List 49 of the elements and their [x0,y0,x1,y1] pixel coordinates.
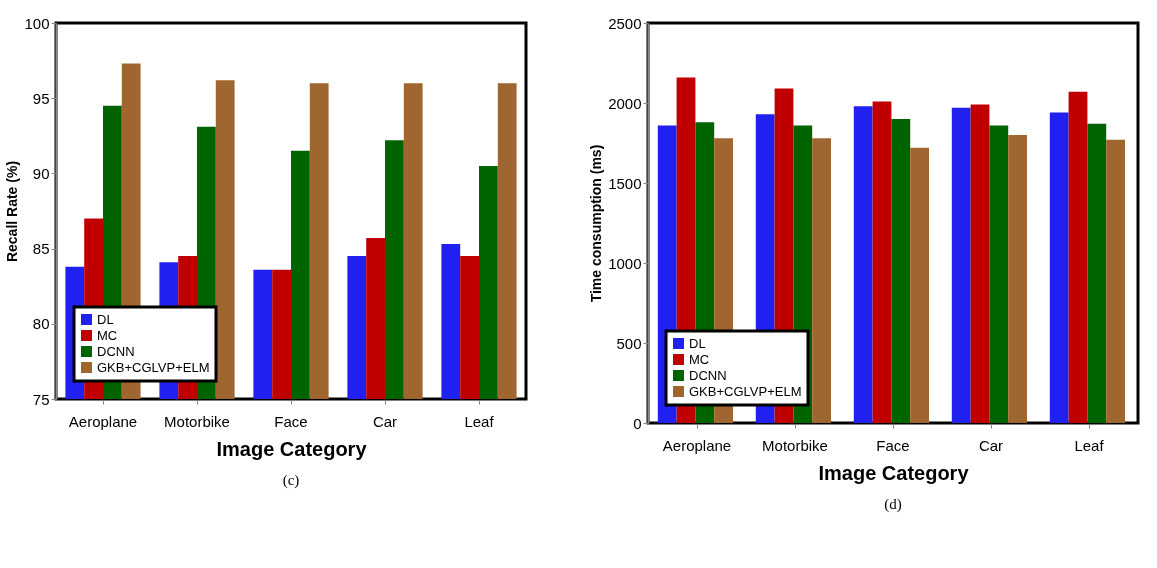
y-tick-label: 80 [32,315,50,333]
bar [910,147,929,423]
bar [872,101,892,423]
bar [1106,139,1125,423]
bar [970,104,990,423]
bar [951,107,971,423]
x-axis-title: Image Category [818,461,970,484]
y-tick-label: 1500 [608,174,642,192]
x-tick-label: Leaf [1074,436,1105,454]
legend-label: DL [689,335,706,351]
text: (d) [884,496,902,513]
bar [989,125,1009,423]
x-tick-label: Car [978,436,1004,454]
x-tick-label: Aeroplane [68,412,138,430]
legend-label: DCNN [97,343,135,359]
y-tick-label: 90 [32,164,50,182]
bar [891,119,911,423]
x-axis-title: Image Category [216,437,368,460]
x-tick-label: Motorbike [762,436,828,454]
legend-label: GKB+CGLVP+ELM [689,383,802,399]
y-tick-label: 0 [633,414,642,432]
legend-label: DL [97,311,114,327]
x-tick-label: Face [876,436,910,454]
x-tick-label: Motorbike [164,412,230,430]
x-tick-label: Car [372,412,398,430]
y-tick-label: 500 [616,334,642,352]
y-tick-label: 2500 [608,14,642,32]
y-tick-label: 75 [32,390,50,408]
bar [1087,123,1107,423]
bar [853,106,873,423]
y-axis-title: Time consumption (ms) [588,144,605,303]
bar [1049,112,1069,423]
legend-label: MC [97,327,118,343]
y-tick-label: 2000 [608,94,642,112]
bar [812,138,831,423]
legend-label: MC [689,351,710,367]
x-tick-label: Aeroplane [662,436,732,454]
legend-label: GKB+CGLVP+ELM [97,359,210,375]
x-tick-label: Leaf [464,412,495,430]
legend-label: DCNN [689,367,727,383]
bar [1068,91,1088,423]
bar [1008,135,1027,423]
x-tick-label: Face [274,412,308,430]
y-tick-label: 1000 [608,254,642,272]
y-axis-title: Recall Rate (%) [4,160,21,263]
y-tick-label: 100 [24,14,50,32]
y-tick-label: 95 [32,89,50,107]
text: (c) [282,472,300,489]
y-tick-label: 85 [32,240,50,258]
